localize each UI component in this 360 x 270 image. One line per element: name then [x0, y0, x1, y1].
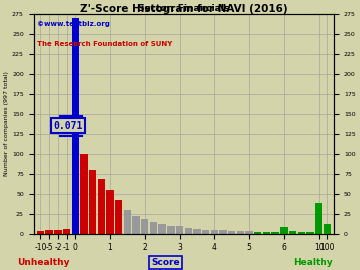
Text: Unhealthy: Unhealthy	[17, 258, 69, 267]
Text: ©www.textbiz.org: ©www.textbiz.org	[37, 21, 109, 27]
Bar	[263, 232, 270, 234]
Bar	[167, 226, 175, 234]
Bar	[115, 200, 122, 234]
Bar	[202, 230, 209, 234]
Bar	[37, 231, 44, 234]
Bar	[193, 229, 201, 234]
Bar	[106, 190, 114, 234]
Bar	[228, 231, 235, 234]
Title: Z'-Score Histogram for NAVI (2016): Z'-Score Histogram for NAVI (2016)	[80, 4, 288, 14]
Bar	[54, 230, 62, 234]
Bar	[45, 230, 53, 234]
Bar	[158, 224, 166, 234]
Y-axis label: Number of companies (997 total): Number of companies (997 total)	[4, 72, 9, 176]
Bar	[80, 154, 87, 234]
Bar	[219, 230, 227, 234]
Bar	[63, 229, 70, 234]
Text: Healthy: Healthy	[293, 258, 333, 267]
Bar	[324, 224, 331, 234]
Bar	[289, 231, 296, 234]
Bar	[306, 232, 314, 234]
Bar	[141, 219, 148, 234]
Bar	[315, 203, 322, 234]
Bar	[185, 228, 192, 234]
Bar	[246, 231, 253, 234]
Bar	[254, 232, 261, 234]
Text: The Research Foundation of SUNY: The Research Foundation of SUNY	[37, 40, 172, 46]
Bar	[280, 227, 288, 234]
Bar	[124, 210, 131, 234]
Bar	[176, 227, 183, 234]
Bar	[98, 179, 105, 234]
Bar	[89, 170, 96, 234]
Bar	[211, 230, 218, 234]
Text: Sector: Financials: Sector: Financials	[138, 4, 230, 13]
Bar	[72, 18, 79, 234]
Bar	[237, 231, 244, 234]
Text: Score: Score	[151, 258, 180, 267]
Bar	[271, 232, 279, 234]
Bar	[132, 216, 140, 234]
Text: 0.071: 0.071	[54, 121, 83, 131]
Bar	[297, 232, 305, 234]
Bar	[150, 222, 157, 234]
